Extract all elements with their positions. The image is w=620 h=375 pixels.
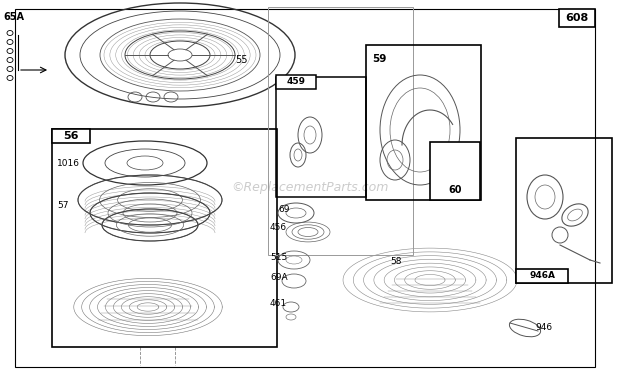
Bar xyxy=(430,142,480,200)
Text: 515: 515 xyxy=(270,252,287,261)
Text: 456: 456 xyxy=(270,222,287,231)
Text: 59: 59 xyxy=(372,54,386,64)
Bar xyxy=(366,45,481,200)
Bar xyxy=(52,129,277,347)
Bar xyxy=(516,138,612,283)
Text: 69: 69 xyxy=(278,204,290,213)
Text: 55: 55 xyxy=(235,55,247,65)
Text: ©ReplacementParts.com: ©ReplacementParts.com xyxy=(231,180,389,194)
Text: 69A: 69A xyxy=(270,273,288,282)
Bar xyxy=(276,77,366,197)
Bar xyxy=(268,7,413,255)
Text: 461: 461 xyxy=(270,298,287,307)
Text: 946: 946 xyxy=(535,324,552,333)
Text: 459: 459 xyxy=(286,78,306,87)
Text: 60: 60 xyxy=(448,185,462,195)
Text: 56: 56 xyxy=(63,131,79,141)
Bar xyxy=(276,75,316,89)
Text: 608: 608 xyxy=(565,13,588,23)
Text: 57: 57 xyxy=(57,201,68,210)
Text: 946A: 946A xyxy=(529,272,555,280)
Text: 65A: 65A xyxy=(3,12,24,22)
Text: 58: 58 xyxy=(390,258,402,267)
Text: 1016: 1016 xyxy=(57,159,80,168)
Bar xyxy=(516,269,568,283)
Bar xyxy=(52,129,90,143)
Bar xyxy=(559,9,595,27)
